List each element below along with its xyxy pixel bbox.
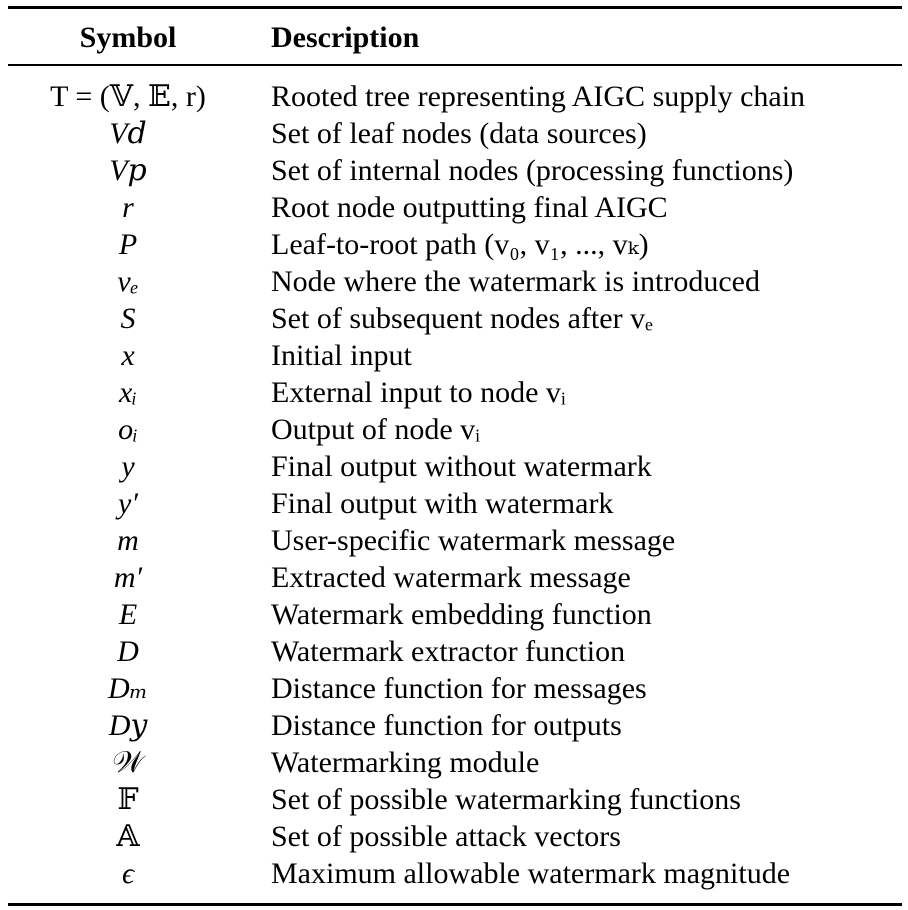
symbol-cell: m′ — [113, 561, 143, 594]
symbol-cell: x — [121, 339, 135, 372]
description-cell: Set of subsequent nodes after vₑ — [271, 302, 653, 335]
symbol-cell: ϵ — [121, 857, 135, 890]
symbol-cell: E — [118, 598, 138, 631]
symbol-cell: P — [118, 228, 138, 261]
table-row: oᵢ Output of node vᵢ — [8, 411, 902, 448]
symbol-cell: D — [117, 635, 139, 668]
table-row: E Watermark embedding function — [8, 596, 902, 633]
symbol-cell: oᵢ — [118, 413, 138, 446]
description-cell: Distance function for outputs — [271, 709, 622, 742]
table-row: r Root node outputting final AIGC — [8, 189, 902, 226]
table-row: S Set of subsequent nodes after vₑ — [8, 300, 902, 337]
symbol-cell: y — [121, 450, 135, 483]
description-cell: Final output with watermark — [271, 487, 614, 520]
description-cell: Root node outputting final AIGC — [271, 191, 668, 224]
header-rule — [8, 64, 902, 66]
description-cell: Extracted watermark message — [271, 561, 631, 594]
description-cell: Watermarking module — [271, 746, 540, 779]
description-cell: Maximum allowable watermark magnitude — [271, 857, 791, 890]
description-cell: Output of node vᵢ — [271, 413, 481, 446]
table-row: m′ Extracted watermark message — [8, 559, 902, 596]
table-row: vₑ Node where the watermark is introduced — [8, 263, 902, 300]
table-row: T = (𝕍, 𝔼, r) Rooted tree representing AI… — [8, 78, 902, 115]
top-rule — [8, 6, 902, 9]
description-cell: Rooted tree representing AIGC supply cha… — [271, 80, 806, 113]
symbol-cell: D𝑦 — [108, 709, 148, 742]
description-cell: Watermark embedding function — [271, 598, 652, 631]
symbol-cell: 𝒲 — [112, 746, 144, 779]
symbol-cell: V𝑑 — [109, 117, 147, 150]
table-row: x Initial input — [8, 337, 902, 374]
table-row: 𝒲 Watermarking module — [8, 744, 902, 781]
description-cell: External input to node vᵢ — [271, 376, 566, 409]
description-cell: Node where the watermark is introduced — [271, 265, 760, 298]
table-row: Dₘ Distance function for messages — [8, 670, 902, 707]
table-row: ϵ Maximum allowable watermark magnitude — [8, 855, 902, 892]
description-cell: Set of internal nodes (processing functi… — [271, 154, 794, 187]
symbol-cell: 𝔽 — [117, 783, 139, 816]
symbol-cell: xᵢ — [118, 376, 138, 409]
table-row: D𝑦 Distance function for outputs — [8, 707, 902, 744]
table-row: y′ Final output with watermark — [8, 485, 902, 522]
description-cell: Leaf-to-root path (v₀, v₁, ..., vₖ) — [271, 228, 649, 261]
table-row: D Watermark extractor function — [8, 633, 902, 670]
table-row: 𝔽 Set of possible watermarking functions — [8, 781, 902, 818]
bottom-rule — [8, 903, 902, 906]
description-cell: Watermark extractor function — [271, 635, 626, 668]
description-cell: Distance function for messages — [271, 672, 647, 705]
table-row: m User-specific watermark message — [8, 522, 902, 559]
symbol-cell: T = (𝕍, 𝔼, r) — [50, 80, 206, 113]
table-row: P Leaf-to-root path (v₀, v₁, ..., vₖ) — [8, 226, 902, 263]
description-cell: User-specific watermark message — [271, 524, 676, 557]
header-description: Description — [271, 21, 420, 54]
description-cell: Set of leaf nodes (data sources) — [271, 117, 647, 150]
symbol-cell: 𝔸 — [116, 820, 140, 853]
symbol-cell: m — [117, 524, 139, 557]
symbol-cell: r — [122, 191, 134, 224]
description-cell: Set of possible watermarking functions — [271, 783, 741, 816]
description-cell: Set of possible attack vectors — [271, 820, 621, 853]
symbol-cell: V𝑝 — [109, 154, 147, 187]
table-body: T = (𝕍, 𝔼, r) Rooted tree representing AI… — [8, 78, 902, 892]
description-cell: Initial input — [271, 339, 412, 372]
symbol-cell: Dₘ — [107, 672, 149, 705]
table-row: V𝑝 Set of internal nodes (processing func… — [8, 152, 902, 189]
symbol-cell: S — [120, 302, 136, 335]
table-row: xᵢ External input to node vᵢ — [8, 374, 902, 411]
table-row: 𝔸 Set of possible attack vectors — [8, 818, 902, 855]
table-row: V𝑑 Set of leaf nodes (data sources) — [8, 115, 902, 152]
description-cell: Final output without watermark — [271, 450, 652, 483]
header-symbol: Symbol — [79, 21, 177, 54]
symbol-cell: y′ — [118, 487, 138, 520]
symbol-cell: vₑ — [117, 265, 139, 298]
table-row: y Final output without watermark — [8, 448, 902, 485]
